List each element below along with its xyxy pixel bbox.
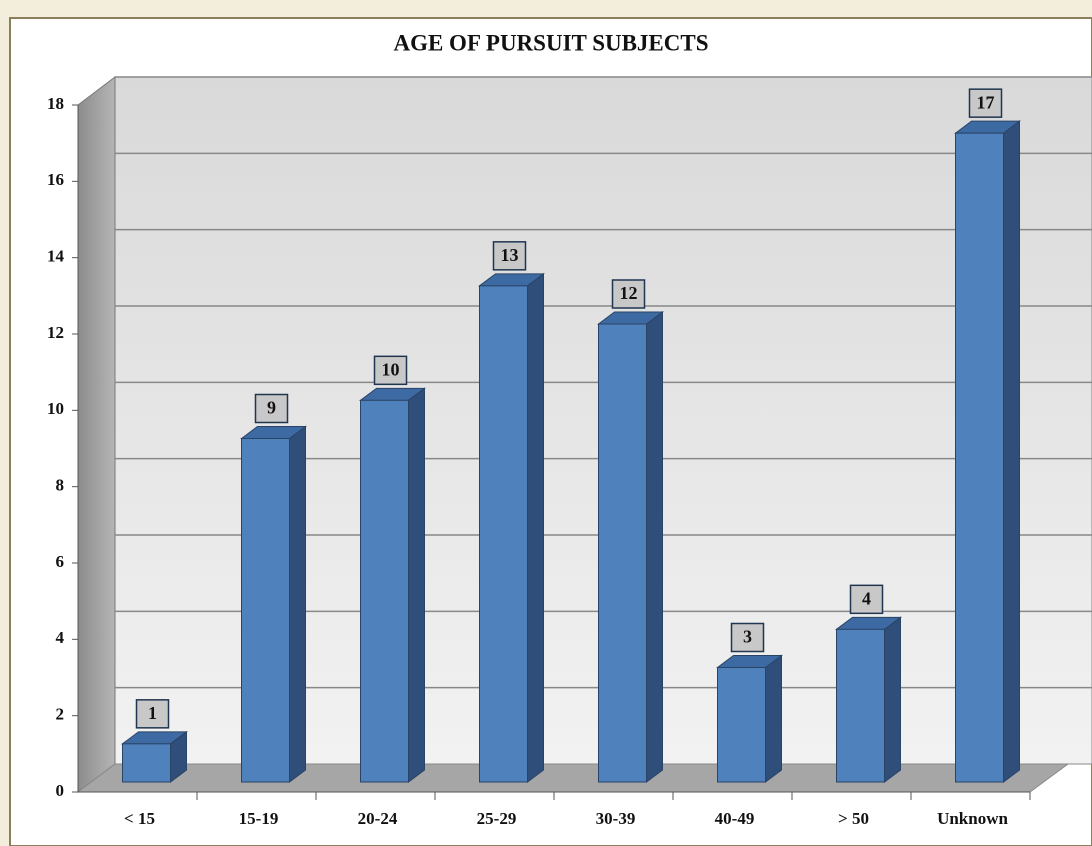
chart-title: AGE OF PURSUIT SUBJECTS (393, 30, 708, 55)
bar (241, 438, 290, 783)
bar (598, 323, 647, 783)
x-tick-label: 25-29 (477, 809, 517, 828)
y-tick-label: 18 (47, 94, 64, 113)
data-label-box (849, 584, 884, 615)
x-tick-label: 15-19 (239, 809, 279, 828)
data-label-box (730, 622, 765, 653)
x-tick-label: 20-24 (358, 809, 398, 828)
y-tick-label: 8 (56, 476, 65, 495)
bar-side (527, 272, 544, 783)
x-tick-label: < 15 (124, 809, 155, 828)
bar (836, 628, 885, 783)
data-label: 1 (148, 703, 157, 723)
x-tick-label: 30-39 (596, 809, 636, 828)
data-label-box (373, 355, 408, 386)
y-tick-label: 16 (47, 170, 64, 189)
bar-side (289, 425, 306, 783)
y-tick-label: 6 (56, 552, 65, 571)
side-wall (77, 75, 116, 794)
data-label: 10 (382, 359, 400, 379)
y-tick-label: 12 (47, 323, 64, 342)
data-label-box (254, 393, 289, 424)
data-label: 13 (501, 245, 519, 265)
y-tick-label: 0 (56, 781, 65, 800)
bar-side (408, 387, 425, 783)
bar (122, 743, 171, 783)
data-label: 4 (862, 588, 871, 608)
data-label-box (611, 279, 646, 309)
data-label-box (968, 88, 1003, 118)
data-label-box (492, 241, 527, 271)
x-tick-label: 40-49 (715, 809, 755, 828)
y-tick-label: 14 (47, 247, 65, 266)
bar-side (765, 654, 782, 783)
x-tick-label: > 50 (838, 809, 869, 828)
data-label: 17 (977, 92, 995, 112)
data-label: 12 (620, 283, 638, 303)
bar-side (884, 616, 901, 783)
bar-side (646, 311, 663, 783)
y-tick-label: 10 (47, 399, 64, 418)
data-label-box (135, 699, 170, 729)
data-label: 9 (267, 398, 276, 418)
data-label: 3 (743, 627, 752, 647)
y-tick-label: 4 (56, 628, 65, 647)
bar-side (1003, 120, 1020, 783)
bar (360, 399, 409, 783)
floor (76, 763, 1070, 793)
bar (479, 285, 528, 783)
bar (955, 132, 1004, 783)
y-tick-label: 2 (56, 705, 65, 724)
bar (717, 667, 766, 783)
x-tick-label: Unknown (937, 809, 1008, 828)
